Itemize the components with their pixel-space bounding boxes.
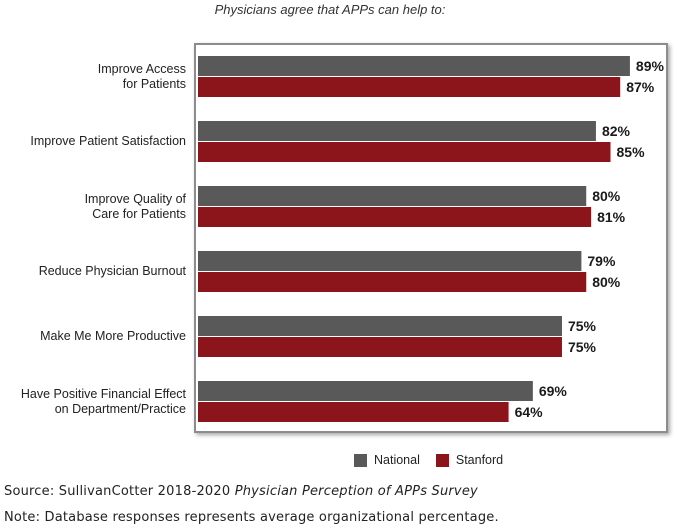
category-label-6: Have Positive Financial Effect on Depart… (20, 386, 186, 416)
bar-national-1 (198, 56, 630, 76)
category-label-4: Reduce Physician Burnout (38, 264, 186, 278)
legend-swatch-national (354, 453, 367, 467)
bar-stanford-5 (198, 337, 562, 357)
data-label-national-6: 69% (539, 383, 568, 399)
legend-item-stanford: Stanford (435, 453, 504, 467)
data-label-stanford-1: 87% (626, 79, 655, 95)
bar-chart: 89% 87% 82% 85% 80% 81% 79% 80% 75% 75% 69% 64% (198, 56, 665, 422)
legend-label-national: National (374, 453, 420, 467)
data-label-national-1: 89% (636, 58, 665, 74)
bar-national-6 (198, 381, 533, 401)
bar-national-2 (198, 121, 596, 141)
data-label-stanford-3: 81% (597, 209, 626, 225)
legend-label-stanford: Stanford (455, 453, 504, 467)
chart-subtitle: Physicians agree that APPs can help to: (214, 2, 446, 17)
data-label-national-3: 80% (592, 188, 621, 204)
bar-stanford-6 (198, 402, 509, 422)
bar-stanford-2 (198, 142, 611, 162)
data-label-stanford-5: 75% (568, 339, 597, 355)
bar-stanford-4 (198, 272, 587, 292)
legend-item-national: National (354, 453, 420, 467)
data-label-stanford-6: 64% (515, 404, 544, 420)
plot-area-frame (194, 43, 668, 433)
data-label-stanford-4: 80% (592, 274, 621, 290)
legend-swatch-stanford (435, 453, 449, 467)
category-label-1: Improve Access for Patients (97, 61, 186, 91)
bar-stanford-3 (198, 207, 592, 227)
data-label-national-4: 79% (587, 253, 616, 269)
source-prefix: Source: SullivanCotter 2018-2020 (4, 484, 235, 499)
legend: National Stanford (354, 453, 519, 467)
category-label-5: Make Me More Productive (40, 329, 186, 343)
data-label-national-2: 82% (602, 123, 631, 139)
source-citation: Source: SullivanCotter 2018-2020 Physici… (4, 484, 478, 499)
footnote: Note: Database responses represents aver… (4, 510, 499, 525)
data-label-stanford-2: 85% (617, 144, 646, 160)
category-label-3: Improve Quality of Care for Patients (84, 191, 186, 221)
bar-national-3 (198, 186, 587, 206)
category-label-2: Improve Patient Satisfaction (30, 134, 186, 148)
source-title: Physician Perception of APPs Survey (234, 484, 478, 499)
data-label-national-5: 75% (568, 318, 597, 334)
bar-stanford-1 (198, 77, 621, 97)
bar-national-5 (198, 316, 562, 336)
bar-national-4 (198, 251, 582, 271)
